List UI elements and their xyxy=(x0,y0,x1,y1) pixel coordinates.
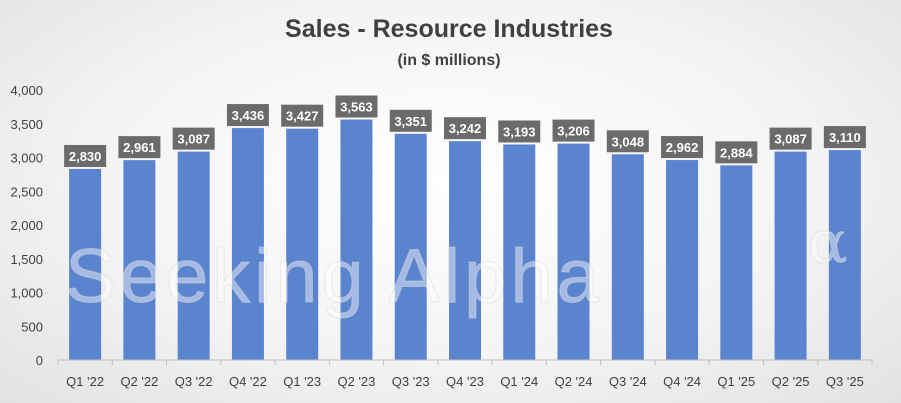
bar xyxy=(557,143,590,360)
bar xyxy=(720,165,753,360)
data-label-box xyxy=(498,120,541,143)
y-tick-label: 2,500 xyxy=(10,184,43,199)
bar xyxy=(828,150,861,360)
bar xyxy=(449,141,481,360)
x-tick-label: Q1 '24 xyxy=(500,374,538,389)
data-label-box xyxy=(118,136,161,159)
data-labels: 2,830 2,961 3,087 3,436 3,427 3,563 3,351 3,242… xyxy=(64,95,866,167)
bar xyxy=(503,144,536,360)
x-tick-label: Q4 '24 xyxy=(663,374,701,389)
bar xyxy=(123,160,156,360)
data-label: 3,563 xyxy=(340,99,373,114)
data-label: 3,206 xyxy=(557,124,590,139)
data-label-box xyxy=(606,130,649,153)
chart-subtitle: (in $ millions) xyxy=(397,52,500,69)
data-label: 3,087 xyxy=(774,132,807,147)
data-label: 3,048 xyxy=(612,134,645,149)
y-tick-label: 3,500 xyxy=(10,117,43,132)
data-label-box xyxy=(444,117,486,140)
x-tick-label: Q1 '25 xyxy=(717,374,755,389)
data-label-box xyxy=(715,141,758,164)
bars xyxy=(69,119,861,360)
data-label: 2,884 xyxy=(720,145,753,160)
bar xyxy=(231,128,264,360)
data-label-box xyxy=(281,104,324,127)
x-tick-label: Q4 '22 xyxy=(229,374,267,389)
x-tick-label: Q2 '22 xyxy=(120,374,158,389)
data-label-box xyxy=(226,104,269,127)
data-label-box xyxy=(335,95,378,118)
data-label: 3,087 xyxy=(177,132,210,147)
bar xyxy=(666,160,699,360)
x-tick-label: Q2 '23 xyxy=(338,374,376,389)
data-label-box xyxy=(823,126,866,149)
x-tick-label: Q2 '24 xyxy=(555,374,593,389)
data-label: 3,427 xyxy=(286,109,319,124)
watermark-logo-icon: α xyxy=(808,208,847,276)
x-tick-label: Q1 '22 xyxy=(66,374,104,389)
watermark: Seeking Alpha xyxy=(65,234,603,319)
x-axis: Q1 '22 Q2 '22 Q3 '22 Q4 '22 Q1 '23 Q2 '23 Q3 '… xyxy=(57,359,873,389)
data-label: 3,193 xyxy=(503,124,536,139)
data-label: 3,242 xyxy=(449,121,482,136)
data-label-box xyxy=(769,127,812,150)
y-tick-label: 1,000 xyxy=(10,286,43,301)
x-tick-label: Q1 '23 xyxy=(283,374,321,389)
y-tick-label: 3,000 xyxy=(10,151,43,166)
x-tick-label: Q3 '24 xyxy=(609,374,647,389)
data-label-box xyxy=(64,144,107,167)
data-label: 2,962 xyxy=(666,140,699,155)
x-tick-label: Q3 '25 xyxy=(826,374,864,389)
bar xyxy=(611,154,644,360)
bar xyxy=(394,133,427,360)
data-label-box xyxy=(172,127,215,150)
bar xyxy=(69,168,102,360)
data-label-box xyxy=(389,109,432,132)
y-tick-label: 1,500 xyxy=(10,252,43,267)
data-label: 3,110 xyxy=(829,130,861,145)
chart-title: Sales - Resource Industries xyxy=(285,15,613,43)
data-label-box xyxy=(661,136,704,159)
data-label: 2,830 xyxy=(69,149,102,164)
bar xyxy=(286,128,319,360)
bar xyxy=(177,151,210,360)
y-tick-label: 2,000 xyxy=(10,218,43,233)
y-tick-label: 500 xyxy=(21,319,43,334)
x-tick-label: Q3 '23 xyxy=(392,374,430,389)
x-tick-label: Q3 '22 xyxy=(175,374,213,389)
bar xyxy=(774,151,807,360)
bar xyxy=(340,119,373,360)
data-label-box xyxy=(552,119,595,142)
x-tick-label: Q2 '25 xyxy=(772,374,810,389)
y-tick-label: 4,000 xyxy=(10,83,43,98)
data-label: 3,436 xyxy=(232,108,265,123)
y-axis-labels: 0 500 1,000 1,500 2,000 2,500 3,000 3,500 4,000 xyxy=(10,83,43,368)
x-tick-label: Q4 '23 xyxy=(446,374,484,389)
data-label: 3,351 xyxy=(394,114,427,129)
y-tick-label: 0 xyxy=(36,353,43,368)
data-label: 2,961 xyxy=(123,140,156,155)
